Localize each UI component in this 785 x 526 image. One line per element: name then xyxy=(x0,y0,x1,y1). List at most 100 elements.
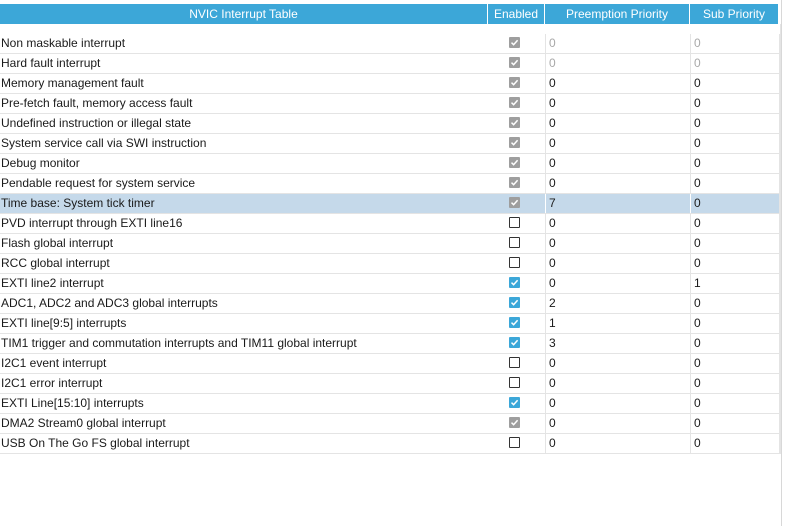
checkmark-icon xyxy=(510,199,519,206)
enabled-cell xyxy=(488,394,544,413)
checkmark-icon xyxy=(510,119,519,126)
sub-priority-cell[interactable]: 0 xyxy=(690,194,780,213)
table-row[interactable]: I2C1 event interrupt 0 0 xyxy=(0,354,780,374)
interrupt-name: EXTI line2 interrupt xyxy=(1,276,104,290)
sub-priority-cell[interactable]: 1 xyxy=(690,274,780,293)
enabled-checkbox[interactable] xyxy=(509,317,520,328)
preemption-priority-cell[interactable]: 1 xyxy=(545,314,690,333)
preemption-priority-cell[interactable]: 0 xyxy=(545,414,690,433)
interrupt-name: EXTI line[9:5] interrupts xyxy=(1,316,127,330)
checkmark-icon xyxy=(510,319,519,326)
table-row[interactable]: System service call via SWI instruction 0… xyxy=(0,134,780,154)
preemption-priority-cell[interactable]: 0 xyxy=(545,234,690,253)
table-row[interactable]: Pendable request for system service 0 0 xyxy=(0,174,780,194)
preemption-priority-cell[interactable]: 0 xyxy=(545,94,690,113)
enabled-checkbox[interactable] xyxy=(509,277,520,288)
enabled-checkbox[interactable] xyxy=(509,237,520,248)
sub-priority-cell[interactable]: 0 xyxy=(690,134,780,153)
checkmark-icon xyxy=(510,99,519,106)
column-header-enabled[interactable]: Enabled xyxy=(488,4,545,24)
table-row[interactable]: Flash global interrupt 0 0 xyxy=(0,234,780,254)
column-header-name[interactable]: NVIC Interrupt Table xyxy=(0,4,488,24)
sub-priority-cell[interactable]: 0 xyxy=(690,94,780,113)
sub-priority-cell[interactable]: 0 xyxy=(690,434,780,453)
checkmark-icon xyxy=(510,279,519,286)
preemption-priority-cell: 0 xyxy=(545,34,690,53)
sub-priority-cell[interactable]: 0 xyxy=(690,74,780,93)
preemption-priority-cell[interactable]: 0 xyxy=(545,154,690,173)
column-header-sub-priority[interactable]: Sub Priority xyxy=(690,4,779,24)
sub-priority-cell[interactable]: 0 xyxy=(690,254,780,273)
enabled-cell xyxy=(488,194,544,213)
interrupt-name: USB On The Go FS global interrupt xyxy=(1,436,190,450)
sub-priority-cell[interactable]: 0 xyxy=(690,414,780,433)
enabled-checkbox[interactable] xyxy=(509,377,520,388)
sub-priority-cell[interactable]: 0 xyxy=(690,294,780,313)
preemption-priority-cell[interactable]: 0 xyxy=(545,374,690,393)
preemption-priority-cell[interactable]: 0 xyxy=(545,74,690,93)
sub-priority-cell[interactable]: 0 xyxy=(690,234,780,253)
table-row[interactable]: TIM1 trigger and commutation interrupts … xyxy=(0,334,780,354)
table-row[interactable]: I2C1 error interrupt 0 0 xyxy=(0,374,780,394)
table-row[interactable]: ADC1, ADC2 and ADC3 global interrupts 2 0 xyxy=(0,294,780,314)
enabled-cell xyxy=(488,334,544,353)
sub-priority-cell[interactable]: 0 xyxy=(690,114,780,133)
preemption-priority-cell[interactable]: 0 xyxy=(545,214,690,233)
enabled-checkbox[interactable] xyxy=(509,337,520,348)
enabled-cell xyxy=(488,114,544,133)
interrupt-name: Pendable request for system service xyxy=(1,176,196,190)
table-row[interactable]: Hard fault interrupt 0 0 xyxy=(0,54,780,74)
sub-priority-cell[interactable]: 0 xyxy=(690,174,780,193)
table-row[interactable]: Pre-fetch fault, memory access fault 0 0 xyxy=(0,94,780,114)
interrupt-name: System service call via SWI instruction xyxy=(1,136,207,150)
checkmark-icon xyxy=(510,179,519,186)
enabled-checkbox[interactable] xyxy=(509,357,520,368)
checkmark-icon xyxy=(510,39,519,46)
sub-priority-cell[interactable]: 0 xyxy=(690,314,780,333)
preemption-priority-cell[interactable]: 3 xyxy=(545,334,690,353)
preemption-priority-cell[interactable]: 2 xyxy=(545,294,690,313)
checkmark-icon xyxy=(510,139,519,146)
table-row[interactable]: RCC global interrupt 0 0 xyxy=(0,254,780,274)
preemption-priority-cell[interactable]: 0 xyxy=(545,254,690,273)
preemption-priority-cell[interactable]: 0 xyxy=(545,354,690,373)
enabled-checkbox[interactable] xyxy=(509,297,520,308)
sub-priority-cell[interactable]: 0 xyxy=(690,214,780,233)
sub-priority-cell[interactable]: 0 xyxy=(690,154,780,173)
enabled-checkbox[interactable] xyxy=(509,217,520,228)
table-row[interactable]: EXTI line[9:5] interrupts 1 0 xyxy=(0,314,780,334)
preemption-priority-cell[interactable]: 0 xyxy=(545,274,690,293)
sub-priority-cell[interactable]: 0 xyxy=(690,354,780,373)
table-row[interactable]: Non maskable interrupt 0 0 xyxy=(0,34,780,54)
sub-priority-cell[interactable]: 0 xyxy=(690,374,780,393)
table-row[interactable]: Debug monitor 0 0 xyxy=(0,154,780,174)
table-row[interactable]: EXTI Line[15:10] interrupts 0 0 xyxy=(0,394,780,414)
checkmark-icon xyxy=(510,59,519,66)
preemption-priority-cell[interactable]: 0 xyxy=(545,134,690,153)
sub-priority-cell[interactable]: 0 xyxy=(690,334,780,353)
table-row[interactable]: EXTI line2 interrupt 0 1 xyxy=(0,274,780,294)
enabled-checkbox[interactable] xyxy=(509,397,520,408)
sub-priority-cell[interactable]: 0 xyxy=(690,394,780,413)
table-row[interactable]: DMA2 Stream0 global interrupt 0 0 xyxy=(0,414,780,434)
table-row[interactable]: Memory management fault 0 0 xyxy=(0,74,780,94)
preemption-priority-cell[interactable]: 0 xyxy=(545,114,690,133)
preemption-priority-cell[interactable]: 0 xyxy=(545,434,690,453)
enabled-cell xyxy=(488,74,544,93)
table-row[interactable]: Time base: System tick timer 7 0 xyxy=(0,194,780,214)
checkmark-icon xyxy=(510,299,519,306)
preemption-priority-cell[interactable]: 0 xyxy=(545,174,690,193)
enabled-checkbox xyxy=(509,97,520,108)
preemption-priority-cell: 0 xyxy=(545,54,690,73)
preemption-priority-cell[interactable]: 7 xyxy=(545,194,690,213)
enabled-cell xyxy=(488,134,544,153)
checkmark-icon xyxy=(510,399,519,406)
table-row[interactable]: PVD interrupt through EXTI line16 0 0 xyxy=(0,214,780,234)
enabled-checkbox[interactable] xyxy=(509,257,520,268)
column-header-preemption-priority[interactable]: Preemption Priority xyxy=(545,4,690,24)
enabled-checkbox[interactable] xyxy=(509,437,520,448)
table-row[interactable]: USB On The Go FS global interrupt 0 0 xyxy=(0,434,780,454)
preemption-priority-cell[interactable]: 0 xyxy=(545,394,690,413)
table-row[interactable]: Undefined instruction or illegal state 0 0 xyxy=(0,114,780,134)
